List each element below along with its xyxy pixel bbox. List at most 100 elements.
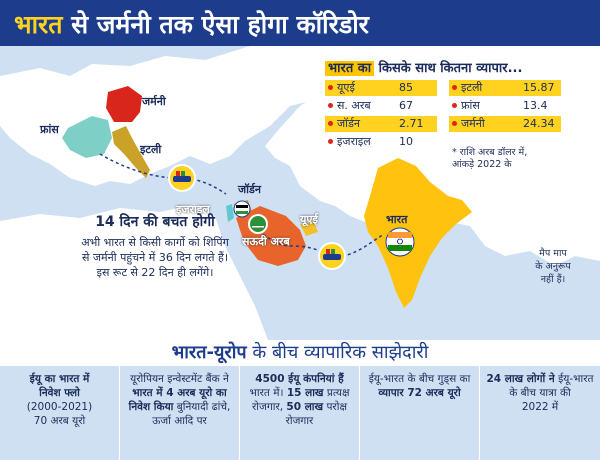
trade-value: 85 xyxy=(399,81,413,94)
fact-text: 2022 में xyxy=(521,401,559,413)
africa-land xyxy=(0,204,268,340)
trade-title-rest: किसके साथ कितना व्यापार... xyxy=(374,61,523,76)
trade-list: यूएई 85 स. अरब 67 जॉर्डन 2.71 इजराइल 10 इटली… xyxy=(325,80,587,150)
partnership-heading: भारत-यूरोप के बीच व्यापारिक साझेदारी xyxy=(0,340,600,368)
section-title-strong: भारत-यूरोप xyxy=(171,342,247,363)
fact-text: ईयू का भारत में xyxy=(29,373,90,385)
fact-text: 4500 ईयू कंपनियां हैं xyxy=(255,373,344,385)
trade-title-highlight: भारत का xyxy=(325,61,375,76)
fact-text: प्रत्यक्ष रोजगार, xyxy=(252,387,350,413)
fact-card: 24 लाख लोगों ने ईयू-भारत के बीच यात्रा क… xyxy=(480,366,600,460)
trade-value: 67 xyxy=(399,99,413,112)
trade-value: 10 xyxy=(399,135,413,148)
trade-row: इटली 15.87 xyxy=(449,80,561,96)
map-graphic xyxy=(0,46,600,340)
label-saudi: सऊदी अरब xyxy=(242,235,290,248)
fact-text: भारत में 4 अरब यूरो का xyxy=(132,387,227,399)
india-flag-icon xyxy=(385,227,415,257)
fact-text: बुनियादी ढांचे, ऊर्जा आदि पर xyxy=(152,401,231,427)
fact-text: ईयू-भारत के बीच गुड्स का xyxy=(368,373,471,385)
fact-text: परोक्ष रोजगार xyxy=(285,401,347,427)
trade-note: * राशि अरब डॉलर में, आंकड़े 2022 के xyxy=(452,147,527,171)
savings-line: इस रूट से 22 दिन ही लगेंगे। xyxy=(96,266,214,279)
savings-body: अभी भारत से किसी कार्गो को शिपिंग से जर्… xyxy=(30,235,280,280)
fact-text: व्यापार 72 अरब यूरो xyxy=(378,387,461,399)
fact-text: 24 लाख लोगों ने xyxy=(486,373,555,385)
savings-line: से जर्मनी पहुंचने में 36 दिन लगते हैं। xyxy=(81,251,229,264)
fact-text: निवेश किया xyxy=(128,401,174,413)
fact-card: ईयू-भारत के बीच गुड्स का व्यापार 72 अरब … xyxy=(360,366,480,460)
trade-country: जर्मनी xyxy=(461,117,485,130)
page-title: भारत से जर्मनी तक ऐसा होगा कॉरिडोर xyxy=(14,7,369,41)
bullet-icon xyxy=(452,121,457,126)
fact-text: यूरोपियन इन्वेस्टमेंट बैंक ने xyxy=(130,373,229,385)
trade-value: 2.71 xyxy=(399,117,424,130)
trade-row: स. अरब 67 xyxy=(325,98,437,114)
title-highlight: भारत xyxy=(14,10,63,39)
trade-row: यूएई 85 xyxy=(325,80,437,96)
bullet-icon xyxy=(452,85,457,90)
asia-land xyxy=(265,46,600,266)
trade-title: भारत का किसके साथ कितना व्यापार... xyxy=(325,58,587,76)
germany-shape xyxy=(106,86,142,122)
fact-card: यूरोपियन इन्वेस्टमेंट बैंक ने भारत में 4… xyxy=(120,366,240,460)
trade-note-line: * राशि अरब डॉलर में, xyxy=(452,147,528,158)
trade-value: 15.87 xyxy=(523,81,555,94)
fact-text: 70 अरब यूरो xyxy=(33,415,86,427)
label-india: भारत xyxy=(386,213,408,226)
saudi-flag-icon xyxy=(248,214,268,234)
uae-shape xyxy=(300,222,318,236)
trade-country: जॉर्डन xyxy=(337,117,361,130)
fact-text: ईयू-भारत के बीच यात्रा की xyxy=(509,373,594,399)
trade-row: जॉर्डन 2.71 xyxy=(325,116,437,132)
savings-title: 14 दिन की बचत होगी xyxy=(95,214,215,230)
map-note-line: मैप माप xyxy=(539,248,567,259)
header-banner: भारत से जर्मनी तक ऐसा होगा कॉरिडोर xyxy=(0,0,600,46)
fact-text: 50 लाख xyxy=(286,401,324,413)
italy-shape xyxy=(112,126,150,178)
trade-row: फ्रांस 13.4 xyxy=(449,98,561,114)
trade-value: 24.34 xyxy=(523,117,555,130)
label-uae: यूएई xyxy=(300,213,318,226)
fact-text: भारत में। xyxy=(249,387,287,399)
trade-note-line: आंकड़े 2022 के xyxy=(452,159,512,170)
label-israel: इजराइल xyxy=(176,203,210,216)
label-italy: इटली xyxy=(140,143,162,156)
trade-country: यूएई xyxy=(337,81,355,94)
fact-card: 4500 ईयू कंपनियां हैं भारत में। 15 लाख प… xyxy=(240,366,360,460)
corridor-map: जर्मनी फ्रांस इटली इजराइल जॉर्डन सऊदी अर… xyxy=(0,46,600,340)
corridor-route xyxy=(99,153,385,258)
map-note-line: के अनुरूप xyxy=(535,261,571,272)
trade-country: इजराइल xyxy=(337,135,371,148)
trade-panel: भारत का किसके साथ कितना व्यापार... यूएई 8… xyxy=(325,58,587,150)
bullet-icon xyxy=(328,85,333,90)
savings-box: 14 दिन की बचत होगी अभी भारत से किसी कार्… xyxy=(30,212,280,280)
fact-text: निवेश फ्लो xyxy=(39,387,80,399)
trade-country: इटली xyxy=(461,81,483,94)
bullet-icon xyxy=(328,103,333,108)
fact-text: 15 लाख xyxy=(286,387,324,399)
label-france: फ्रांस xyxy=(40,123,59,136)
trade-country: फ्रांस xyxy=(461,99,480,112)
trade-row: जर्मनी 24.34 xyxy=(449,116,561,132)
bullet-icon xyxy=(452,103,457,108)
section-title: भारत-यूरोप के बीच व्यापारिक साझेदारी xyxy=(0,340,600,364)
title-rest: से जर्मनी तक ऐसा होगा कॉरिडोर xyxy=(62,10,369,39)
india-shape xyxy=(364,158,472,308)
section-title-rest: के बीच व्यापारिक साझेदारी xyxy=(246,342,429,363)
trade-value: 13.4 xyxy=(523,99,548,112)
facts-row: ईयू का भारत में निवेश फ्लो (2000-2021) 7… xyxy=(0,366,600,460)
europe-land xyxy=(0,46,330,186)
ship-icon xyxy=(318,242,346,270)
map-scale-note: मैप माप के अनुरूप नहीं हैं। xyxy=(520,247,586,286)
trade-row: इजराइल 10 xyxy=(325,134,437,150)
bullet-icon xyxy=(328,121,333,126)
label-germany: जर्मनी xyxy=(142,95,166,108)
label-jordan: जॉर्डन xyxy=(238,183,262,196)
jordan-flag-icon xyxy=(233,200,251,218)
israel-shape xyxy=(226,204,234,222)
fact-text: (2000-2021) xyxy=(26,401,93,413)
trade-country: स. अरब xyxy=(337,99,371,112)
france-shape xyxy=(62,116,112,158)
map-note-line: नहीं हैं। xyxy=(540,274,566,285)
